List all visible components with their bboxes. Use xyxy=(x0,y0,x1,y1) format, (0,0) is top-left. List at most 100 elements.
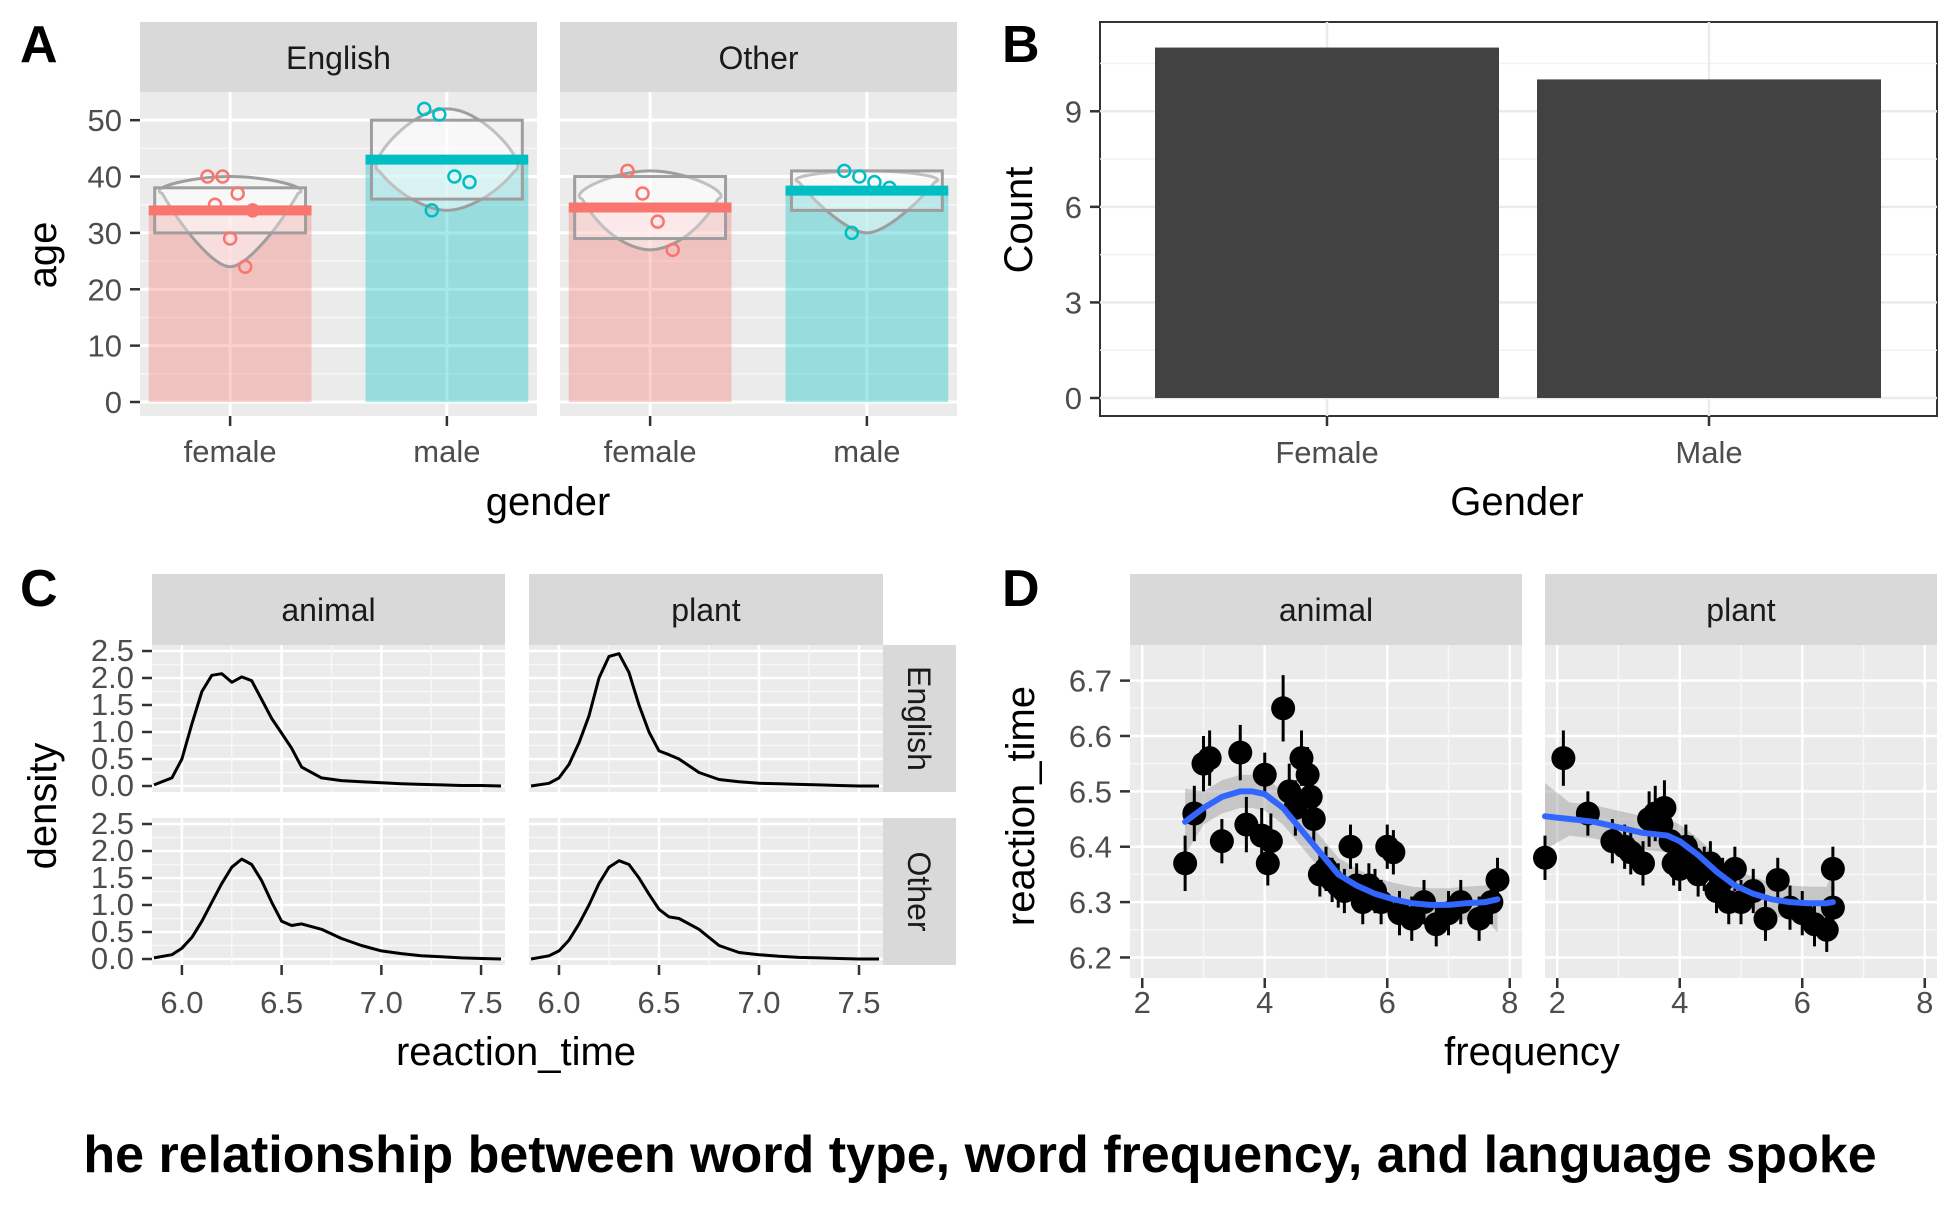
panel-c-col-strip xyxy=(529,574,883,645)
panel-d-point xyxy=(1381,840,1406,865)
panel-a-point xyxy=(215,169,230,184)
panel-a-point xyxy=(665,242,680,258)
panel-a-x-tick-label: female xyxy=(184,434,277,469)
panel-a-point xyxy=(447,169,462,184)
panel-a-point xyxy=(650,214,665,229)
panel-d-point xyxy=(1173,851,1198,876)
panel-d-y-title: reaction_time xyxy=(999,686,1043,926)
panel-d-x-title: frequency xyxy=(1444,1030,1620,1074)
panel-d-y-tick-label: 6.6 xyxy=(1069,719,1112,754)
panel-d-strip-label: animal xyxy=(1279,592,1373,628)
panel-a-x-tick-label: male xyxy=(413,434,480,469)
panel-c-col-strip-label: plant xyxy=(671,592,741,628)
panel-a-x-tick-label: male xyxy=(833,434,900,469)
panel-d-x-tick-label: 2 xyxy=(1134,985,1151,1020)
figure-caption: he relationship between word type, word … xyxy=(83,1126,1876,1184)
panel-a-x-title: gender xyxy=(486,480,611,524)
panel-letter-d: D xyxy=(1002,560,1040,618)
panel-a-point xyxy=(237,259,253,274)
panel-d-strip-label: plant xyxy=(1706,592,1776,628)
panel-a-y-tick-label: 10 xyxy=(88,329,122,364)
panel-a-mean-bar xyxy=(148,210,312,402)
panel-a-strip xyxy=(140,22,537,92)
panel-d-x-tick-label: 8 xyxy=(1916,985,1933,1020)
panel-c-row-strip xyxy=(883,818,956,965)
panel-d-point xyxy=(1820,856,1845,881)
panel-d-x-tick-label: 6 xyxy=(1379,985,1396,1020)
panel-c-y-tick-label: 0.5 xyxy=(91,914,134,949)
panel-a-point xyxy=(844,225,860,241)
panel-a-point xyxy=(852,169,867,184)
panel-b-y-tick-label: 6 xyxy=(1065,190,1082,225)
panel-d-point xyxy=(1255,851,1280,876)
panel-d-y-tick-label: 6.3 xyxy=(1069,885,1112,920)
panel-c-y-title: density xyxy=(21,743,65,870)
panel-b-y-tick-label: 0 xyxy=(1065,381,1082,416)
panel-d-point xyxy=(1722,856,1747,881)
panel-b-gender-count: Female Male 0 3 6 9 xyxy=(1065,21,1938,470)
panel-c-x-tick-label: 6.0 xyxy=(537,985,580,1020)
panel-a-y-tick-label: 20 xyxy=(88,272,122,307)
panel-c-y-tick-label: 2.5 xyxy=(91,806,134,841)
panel-d-x-tick-label: 8 xyxy=(1501,985,1518,1020)
panel-a-y-tick-label: 0 xyxy=(105,385,122,420)
panel-a-point xyxy=(222,231,238,246)
panel-letter-c: C xyxy=(20,560,58,618)
panel-c-y-tick-label: 1.5 xyxy=(91,860,134,895)
panel-c-y-tick-label: 0.0 xyxy=(91,768,134,803)
panel-d-x-tick-label: 6 xyxy=(1794,985,1811,1020)
panel-c-density-line xyxy=(153,672,502,788)
panel-c-row-strip xyxy=(883,645,956,792)
panel-a-point xyxy=(432,107,447,122)
panel-c-x-tick-label: 6.5 xyxy=(260,985,303,1020)
panel-b-x-tick-label: Female xyxy=(1275,435,1378,470)
panel-c-x-tick-label: 6.0 xyxy=(160,985,203,1020)
panel-a-strip xyxy=(560,22,957,92)
panel-letter-a: A xyxy=(20,16,58,74)
panel-d-point xyxy=(1338,834,1363,859)
panel-b-bar xyxy=(1537,79,1881,399)
panel-c-y-tick-label: 2.5 xyxy=(91,633,134,668)
panel-d-point xyxy=(1753,906,1778,931)
panel-d-strip xyxy=(1545,574,1937,645)
panel-d-point xyxy=(1631,851,1655,876)
panel-c-y-tick-label: 0.5 xyxy=(91,741,134,776)
panel-c-y-tick-label: 2.0 xyxy=(91,660,134,695)
panel-c-col-strip xyxy=(152,574,505,645)
panel-d-point xyxy=(1258,829,1283,854)
panel-c-x-tick-label: 7.5 xyxy=(837,985,880,1020)
panel-b-y-tick-label: 9 xyxy=(1065,94,1082,129)
panel-c-x-tick-label: 7.0 xyxy=(360,985,403,1020)
panel-a-background xyxy=(560,92,957,416)
panel-d-strip xyxy=(1130,574,1522,645)
panel-d-point xyxy=(1209,829,1234,854)
panel-d-point xyxy=(1271,696,1296,721)
panel-letter-b: B xyxy=(1002,16,1040,74)
panel-d-y-tick-label: 6.2 xyxy=(1069,940,1112,975)
panel-d-y-tick-label: 6.7 xyxy=(1069,664,1112,699)
panel-c-x-tick-label: 7.5 xyxy=(460,985,503,1020)
panel-d-frequency-scatter: animal 2 4 6 8 plant 2 4 6 8 6.2 6.3 6.4 6.5 6.6 6.7 xyxy=(1069,574,1937,1020)
panel-c-density-line xyxy=(530,859,879,961)
panel-d-point xyxy=(1533,845,1557,870)
panel-d-point xyxy=(1228,740,1253,765)
panel-a-point xyxy=(635,186,650,201)
panel-d-x-tick-label: 4 xyxy=(1256,985,1273,1020)
panel-d-point xyxy=(1765,867,1790,892)
panel-a-point xyxy=(620,163,635,179)
panel-d-point xyxy=(1814,917,1839,942)
panel-a-point xyxy=(230,186,245,201)
panel-c-y-tick-label: 1.0 xyxy=(91,714,134,749)
panel-c-col-strip-label: animal xyxy=(281,592,375,628)
panel-d-point xyxy=(1652,795,1677,820)
panel-a-age-by-gender: English female male Other female male 0 10 20 30 4… xyxy=(88,22,957,469)
panel-c-density-line xyxy=(530,652,879,788)
panel-d-point xyxy=(1298,784,1323,809)
panel-d-point xyxy=(1399,906,1424,931)
panel-d-point xyxy=(1467,906,1492,931)
panel-c-row-strip-label: Other xyxy=(901,851,937,931)
panel-c-x-tick-label: 6.5 xyxy=(637,985,680,1020)
panel-a-y-title: age xyxy=(21,222,65,289)
panel-d-y-tick-label: 6.4 xyxy=(1069,830,1112,865)
